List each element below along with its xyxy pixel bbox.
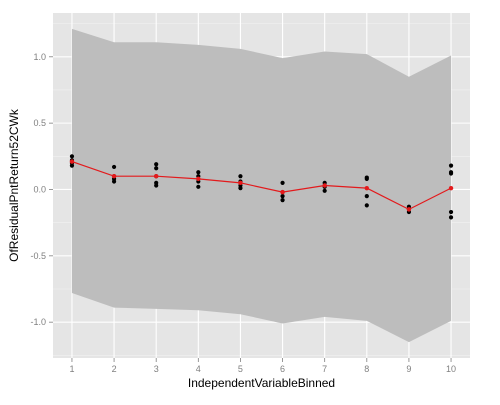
data-point [154,183,159,188]
y-tick-label: 1.0 [33,52,46,62]
x-tick-label: 2 [112,364,117,374]
y-tick-label: -0.5 [30,251,46,261]
data-point [69,163,75,168]
data-point [111,164,117,170]
data-point [364,194,369,199]
data-point [448,209,454,215]
y-axis-ticks: -1.0 -0.5 0.0 0.5 1.0 [30,52,53,327]
y-axis-title: OfResidualPntReturn52CWk [7,108,21,262]
data-point [448,171,454,176]
data-point [280,194,285,199]
confidence-ribbon [71,28,452,343]
y-tick-label: 0.0 [33,184,46,194]
x-tick-label: 8 [364,364,369,374]
mean-point [196,176,201,182]
data-point [322,188,327,193]
mean-line [71,161,452,211]
x-tick-label: 10 [446,364,456,374]
x-tick-label: 7 [322,364,327,374]
mean-point [153,174,159,179]
x-tick-label: 6 [280,364,285,374]
x-tick-label: 1 [69,364,74,374]
mean-point [69,159,75,164]
x-tick-label: 9 [406,364,411,374]
x-axis-title: IndependentVariableBinned [188,376,335,390]
data-point [280,180,285,185]
mean-line-layer [69,159,454,212]
data-point [69,154,75,159]
data-point [154,162,159,167]
data-point [448,163,454,168]
data-point [196,170,201,175]
mean-point [448,185,454,191]
data-point [448,215,454,220]
data-point [196,184,201,189]
mean-point [238,180,243,186]
data-point [111,179,117,184]
mean-point [406,207,412,212]
mean-point [280,189,285,195]
data-points-layer [69,154,454,220]
data-point [280,197,285,203]
mean-point [364,185,370,191]
x-axis-ticks: 1 2 3 4 5 6 7 8 9 10 [69,358,456,374]
data-point [364,176,369,181]
mean-point [322,183,327,188]
data-point [154,166,159,171]
mean-point [111,174,117,179]
data-point [238,174,243,179]
y-tick-label: -1.0 [30,317,46,327]
x-tick-label: 5 [238,364,243,374]
x-tick-label: 3 [154,364,159,374]
data-point [364,203,369,208]
data-point [238,186,243,191]
x-tick-label: 4 [196,364,201,374]
confidence-ribbon-layer [71,28,452,343]
y-tick-label: 0.5 [33,118,46,128]
